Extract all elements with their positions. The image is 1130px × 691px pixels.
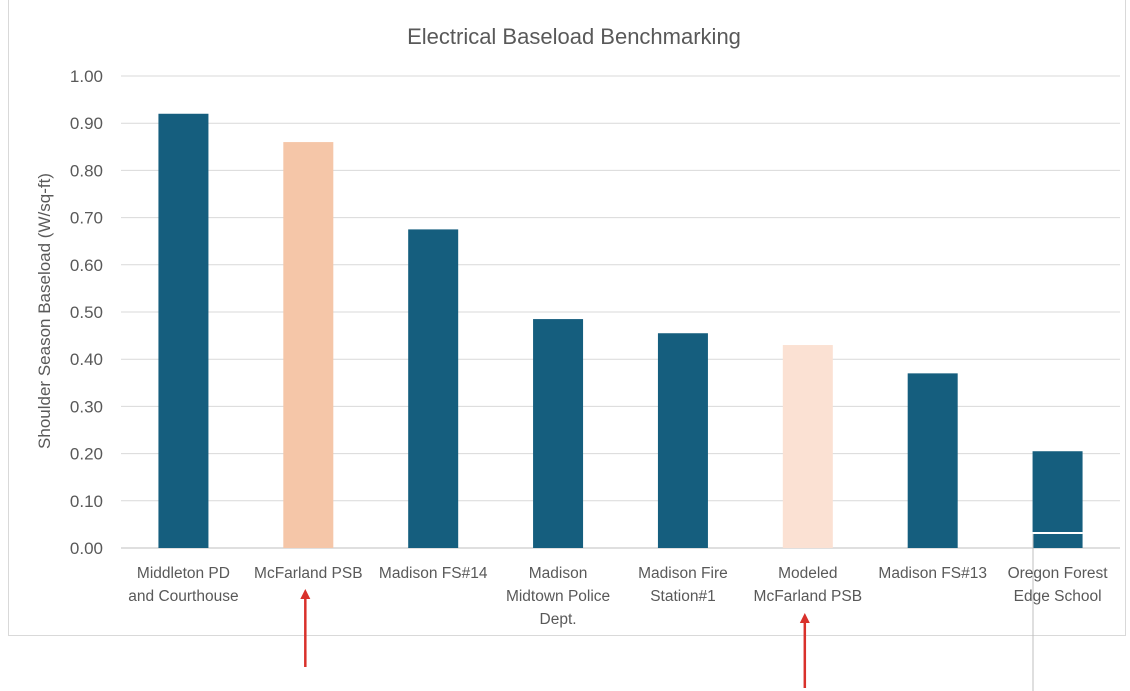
x-tick-label: Madison FS#14 xyxy=(379,565,488,582)
y-tick-label: 0.70 xyxy=(70,209,103,228)
y-tick-label: 0.10 xyxy=(70,492,103,511)
x-tick-label: Madison Midtown Police Dept. xyxy=(506,565,610,628)
bar xyxy=(283,142,334,548)
bar xyxy=(158,113,209,548)
bar xyxy=(782,345,833,548)
bar xyxy=(907,373,958,548)
x-tick-label: Middleton PD and Courthouse xyxy=(128,565,238,605)
bar xyxy=(657,333,708,548)
x-tick-label: Modeled McFarland PSB xyxy=(754,565,863,605)
x-tick-label: Madison FS#13 xyxy=(878,565,987,582)
x-tick-label: Oregon Forest Edge School xyxy=(1008,565,1109,605)
x-axis-ticks: Middleton PD and Courthouse McFarland PSB M… xyxy=(128,565,1108,628)
y-tick-label: 1.00 xyxy=(70,67,103,86)
annotations xyxy=(300,589,810,688)
y-tick-label: 0.30 xyxy=(70,397,103,416)
gridlines xyxy=(121,75,1120,549)
y-tick-label: 0.50 xyxy=(70,303,103,322)
arrow-head xyxy=(799,613,810,623)
x-tick-label: Madison Fire Station#1 xyxy=(638,565,728,605)
bar xyxy=(533,319,584,548)
bar xyxy=(1032,451,1083,548)
bar xyxy=(408,229,459,548)
y-tick-label: 0.80 xyxy=(70,161,103,180)
x-tick-label: McFarland PSB xyxy=(254,565,363,582)
chart-title: Electrical Baseload Benchmarking xyxy=(407,24,741,49)
y-tick-label: 0.20 xyxy=(70,445,103,464)
arrow-head xyxy=(300,589,311,599)
y-tick-label: 0.40 xyxy=(70,350,103,369)
bars xyxy=(158,113,1083,691)
y-axis-label: Shoulder Season Baseload (W/sq-ft) xyxy=(35,173,54,449)
y-tick-label: 0.60 xyxy=(70,256,103,275)
y-axis-ticks: 0.00 0.10 0.20 0.30 0.40 0.50 0.60 0.70 0.80 0.90… xyxy=(70,67,103,558)
y-tick-label: 0.00 xyxy=(70,539,103,558)
y-tick-label: 0.90 xyxy=(70,114,103,133)
